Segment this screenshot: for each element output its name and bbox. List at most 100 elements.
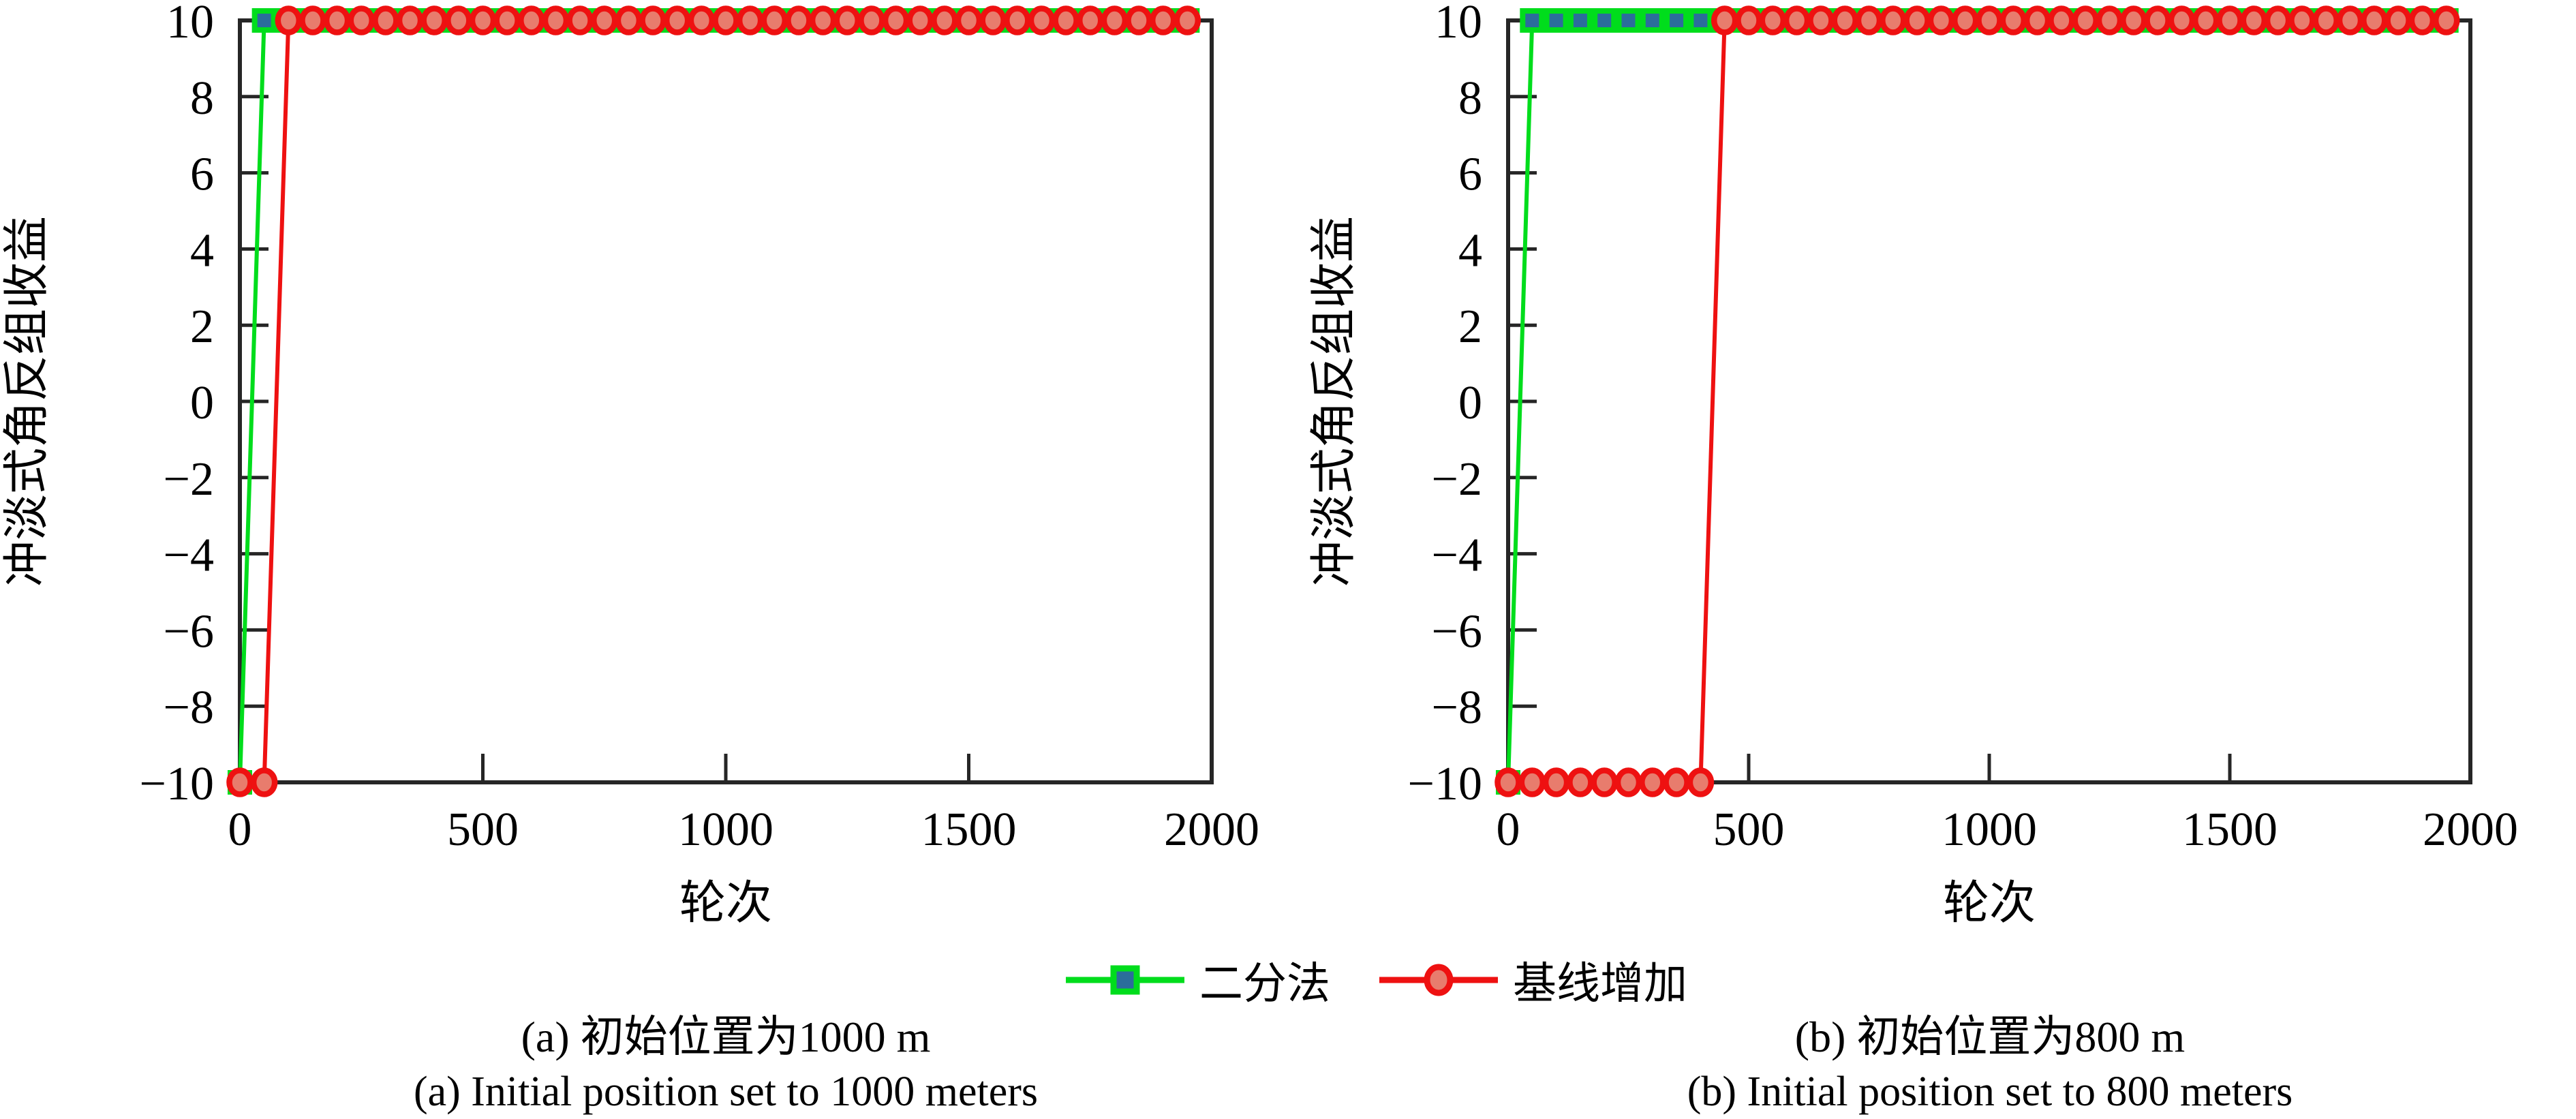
- square-marker-icon: [1567, 8, 1593, 33]
- y-axis-label: 冲淡式角反组收益: [1308, 216, 1360, 587]
- legend-item-bisection: 二分法: [1060, 949, 1330, 1011]
- circle-marker-icon: [931, 5, 958, 35]
- legend-sample-circle-icon: [1379, 964, 1498, 996]
- caption-a: (a) 初始位置为1000 m (a) Initial position set…: [112, 1010, 1339, 1119]
- circle-marker-icon: [979, 5, 1007, 35]
- circle-marker-icon: [639, 5, 666, 35]
- square-marker-icon: [1688, 8, 1713, 33]
- circle-marker-icon: [1567, 767, 1594, 797]
- x-tick-label: 0: [228, 803, 252, 856]
- circle-marker-icon: [275, 5, 303, 35]
- chart-b: −10 −8 −6 −4 −2 0 2 4 6 8 10 0 500 1000 1500 2000 轮次 冲淡式角…: [1308, 0, 2518, 929]
- circle-marker-icon: [882, 5, 910, 35]
- circle-marker-icon: [445, 5, 472, 35]
- y-tick-label: 10: [1435, 0, 1482, 48]
- circle-marker-icon: [2408, 5, 2436, 35]
- circle-marker-icon: [2120, 5, 2147, 35]
- circle-marker-icon: [2240, 5, 2268, 35]
- legend: 二分法 基线增加: [1033, 949, 1715, 1011]
- circle-marker-icon: [1101, 5, 1129, 35]
- circle-marker-icon: [1687, 767, 1715, 797]
- y-tick-label: 2: [190, 301, 214, 353]
- y-tick-label: 10: [166, 0, 214, 48]
- x-tick-label: 2000: [1164, 803, 1259, 856]
- circle-marker-icon: [809, 5, 837, 35]
- circle-marker-icon: [2336, 5, 2364, 35]
- y-tick-label: −6: [164, 605, 214, 658]
- square-marker-icon: [1544, 8, 1569, 33]
- circle-marker-icon: [2385, 5, 2412, 35]
- circle-marker-icon: [299, 5, 326, 35]
- circle-marker-icon: [955, 5, 983, 35]
- circle-marker-icon: [1807, 5, 1835, 35]
- circle-marker-icon: [2432, 5, 2460, 35]
- plot-border: [1506, 18, 2472, 784]
- circle-marker-icon: [1855, 5, 1883, 35]
- circle-marker-icon: [833, 5, 861, 35]
- circle-marker-icon: [1614, 767, 1642, 797]
- circle-marker-icon: [1927, 5, 1955, 35]
- x-tick-label: 1500: [2182, 803, 2278, 856]
- circle-marker-icon: [1424, 964, 1454, 996]
- circle-marker-icon: [420, 5, 448, 35]
- caption-a-zh: (a) 初始位置为1000 m: [521, 1013, 931, 1061]
- circle-marker-icon: [396, 5, 424, 35]
- circle-marker-icon: [1052, 5, 1079, 35]
- circle-marker-icon: [1028, 5, 1056, 35]
- circle-marker-icon: [2168, 5, 2196, 35]
- y-tick-label: −4: [1432, 530, 1482, 582]
- y-tick-label: 6: [190, 149, 214, 201]
- circle-marker-icon: [469, 5, 497, 35]
- circle-marker-icon: [1999, 5, 2027, 35]
- circle-marker-icon: [615, 5, 643, 35]
- caption-b-zh: (b) 初始位置为800 m: [1794, 1013, 2186, 1061]
- caption-a-en: (a) Initial position set to 1000 meters: [413, 1069, 1039, 1115]
- x-tick-label: 1000: [678, 803, 773, 856]
- x-tick-label: 0: [1497, 803, 1520, 856]
- circle-marker-icon: [348, 5, 375, 35]
- y-tick-label: 8: [1458, 72, 1482, 125]
- circle-marker-icon: [1639, 767, 1666, 797]
- circle-marker-icon: [226, 767, 254, 797]
- circle-marker-icon: [688, 5, 716, 35]
- series-line-square: [1506, 18, 2447, 783]
- square-marker-icon: [1520, 8, 1545, 33]
- circle-marker-icon: [591, 5, 618, 35]
- circle-marker-icon: [1663, 767, 1690, 797]
- square-marker-icon: [1592, 8, 1617, 33]
- y-tick-label: −10: [1408, 758, 1482, 810]
- y-tick-label: −4: [164, 530, 214, 582]
- circle-marker-icon: [2216, 5, 2243, 35]
- circle-marker-icon: [1951, 5, 1979, 35]
- circle-marker-icon: [2361, 5, 2388, 35]
- circle-marker-icon: [2288, 5, 2316, 35]
- circle-marker-icon: [566, 5, 594, 35]
- circle-marker-icon: [1149, 5, 1177, 35]
- legend-item-baseline: 基线增加: [1374, 949, 1687, 1011]
- circle-marker-icon: [2144, 5, 2171, 35]
- x-axis-label: 轮次: [1943, 877, 2036, 929]
- y-tick-label: −8: [164, 681, 214, 734]
- circle-marker-icon: [1591, 767, 1618, 797]
- circle-marker-icon: [858, 5, 885, 35]
- square-marker-icon: [1110, 965, 1140, 995]
- y-tick-label: −8: [1432, 681, 1482, 734]
- y-tick-label: −2: [1432, 453, 1482, 506]
- circle-marker-icon: [663, 5, 691, 35]
- y-tick-label: 4: [190, 224, 214, 277]
- y-axis-label: 冲淡式角反组收益: [1, 216, 52, 587]
- x-tick-label: 2000: [2423, 803, 2518, 856]
- circle-marker-icon: [712, 5, 739, 35]
- x-tick-label: 500: [1713, 803, 1785, 856]
- caption-b-en: (b) Initial position set to 800 meters: [1687, 1069, 2293, 1115]
- circle-marker-icon: [1976, 5, 2003, 35]
- y-tick-label: −6: [1432, 605, 1482, 658]
- series-line-circle: [240, 18, 1188, 784]
- circle-marker-icon: [1711, 5, 1738, 35]
- circle-marker-icon: [2048, 5, 2075, 35]
- circle-marker-icon: [542, 5, 570, 35]
- circle-marker-icon: [1494, 767, 1522, 797]
- y-tick-label: 0: [1458, 377, 1482, 429]
- circle-marker-icon: [2264, 5, 2292, 35]
